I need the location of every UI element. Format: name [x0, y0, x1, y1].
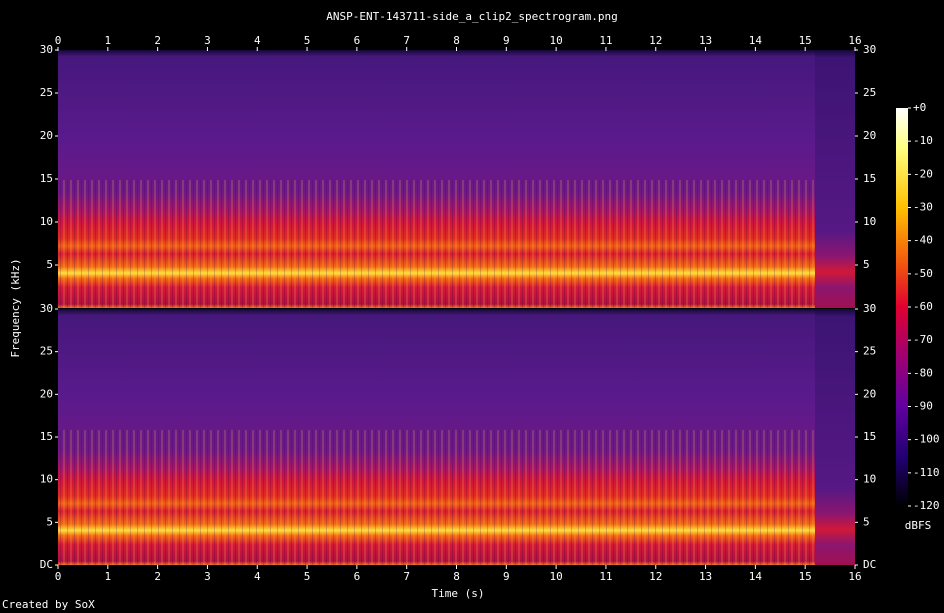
y-tick-label: 15	[40, 172, 53, 185]
y-tick-label: DC	[863, 558, 876, 571]
colorbar-label: dBFS	[905, 519, 932, 532]
x-tick-label: 11	[599, 570, 612, 583]
x-tick-label: 12	[649, 34, 662, 47]
colorbar-tick-label: -40	[913, 234, 933, 247]
colorbar-tick-label: -110	[913, 466, 940, 479]
colorbar-tick-label: -90	[913, 400, 933, 413]
y-tick-label: 15	[863, 172, 876, 185]
x-tick-label: 3	[204, 34, 211, 47]
y-tick-label: 25	[863, 86, 876, 99]
colorbar-tick-label: -50	[913, 267, 933, 280]
y-tick-label: 5	[863, 515, 870, 528]
colorbar-tick-label: -30	[913, 201, 933, 214]
colorbar-tick-label: -20	[913, 167, 933, 180]
x-tick-label: 12	[649, 570, 662, 583]
y-tick-label: 25	[40, 86, 53, 99]
y-tick-label: 30	[40, 43, 53, 56]
y-tick-label: 20	[40, 387, 53, 400]
x-tick-label: 2	[154, 570, 161, 583]
x-tick-label: 9	[503, 34, 510, 47]
colorbar-tick-label: +0	[913, 101, 926, 114]
y-tick-label: 5	[46, 258, 53, 271]
y-axis-label: Frequency (kHz)	[9, 258, 22, 357]
y-tick-label: 10	[40, 215, 53, 228]
x-tick-label: 7	[403, 570, 410, 583]
x-tick-label: 1	[105, 570, 112, 583]
y-tick-label: DC	[40, 558, 53, 571]
y-tick-label: 25	[863, 345, 876, 358]
x-tick-label: 8	[453, 34, 460, 47]
x-tick-label: 8	[453, 570, 460, 583]
y-tick-label: 30	[863, 43, 876, 56]
x-tick-label: 16	[848, 34, 861, 47]
y-tick-label: 30	[863, 302, 876, 315]
x-tick-label: 4	[254, 570, 261, 583]
colorbar-tick-label: -80	[913, 366, 933, 379]
footer: Created by SoX	[2, 598, 95, 611]
y-tick-label: 25	[40, 345, 53, 358]
x-tick-label: 15	[799, 34, 812, 47]
colorbar-tick-label: -10	[913, 134, 933, 147]
colorbar-tick-label: -70	[913, 333, 933, 346]
x-tick-label: 4	[254, 34, 261, 47]
x-tick-label: 1	[105, 34, 112, 47]
x-tick-label: 10	[550, 34, 563, 47]
x-tick-label: 6	[354, 570, 361, 583]
colorbar-tick-label: -100	[913, 433, 940, 446]
x-tick-label: 14	[749, 570, 763, 583]
x-tick-label: 15	[799, 570, 812, 583]
colorbar-tick-label: -120	[913, 499, 940, 512]
y-tick-label: 20	[863, 387, 876, 400]
x-tick-label: 7	[403, 34, 410, 47]
y-tick-label: 5	[46, 515, 53, 528]
y-tick-label: 10	[863, 215, 876, 228]
x-tick-label: 10	[550, 570, 563, 583]
x-tick-label: 0	[55, 34, 62, 47]
y-tick-label: 30	[40, 302, 53, 315]
x-tick-label: 13	[699, 570, 712, 583]
x-axis-label: Time (s)	[432, 587, 485, 600]
x-tick-label: 16	[848, 570, 861, 583]
x-tick-label: 5	[304, 34, 311, 47]
spectrogram-image	[58, 50, 855, 565]
x-tick-label: 11	[599, 34, 612, 47]
y-tick-label: 20	[863, 129, 876, 142]
x-tick-label: 5	[304, 570, 311, 583]
x-tick-label: 9	[503, 570, 510, 583]
x-tick-label: 6	[354, 34, 361, 47]
y-tick-label: 20	[40, 129, 53, 142]
x-tick-label: 3	[204, 570, 211, 583]
y-tick-label: 10	[863, 473, 876, 486]
x-tick-label: 14	[749, 34, 763, 47]
x-tick-label: 13	[699, 34, 712, 47]
y-tick-label: 10	[40, 473, 53, 486]
colorbar-tick-label: -60	[913, 300, 933, 313]
colorbar	[896, 108, 908, 506]
x-tick-label: 2	[154, 34, 161, 47]
x-tick-label: 0	[55, 570, 62, 583]
y-tick-label: 15	[40, 430, 53, 443]
y-tick-label: 5	[863, 258, 870, 271]
y-tick-label: 15	[863, 430, 876, 443]
chart-title: ANSP-ENT-143711-side_a_clip2_spectrogram…	[326, 10, 617, 23]
